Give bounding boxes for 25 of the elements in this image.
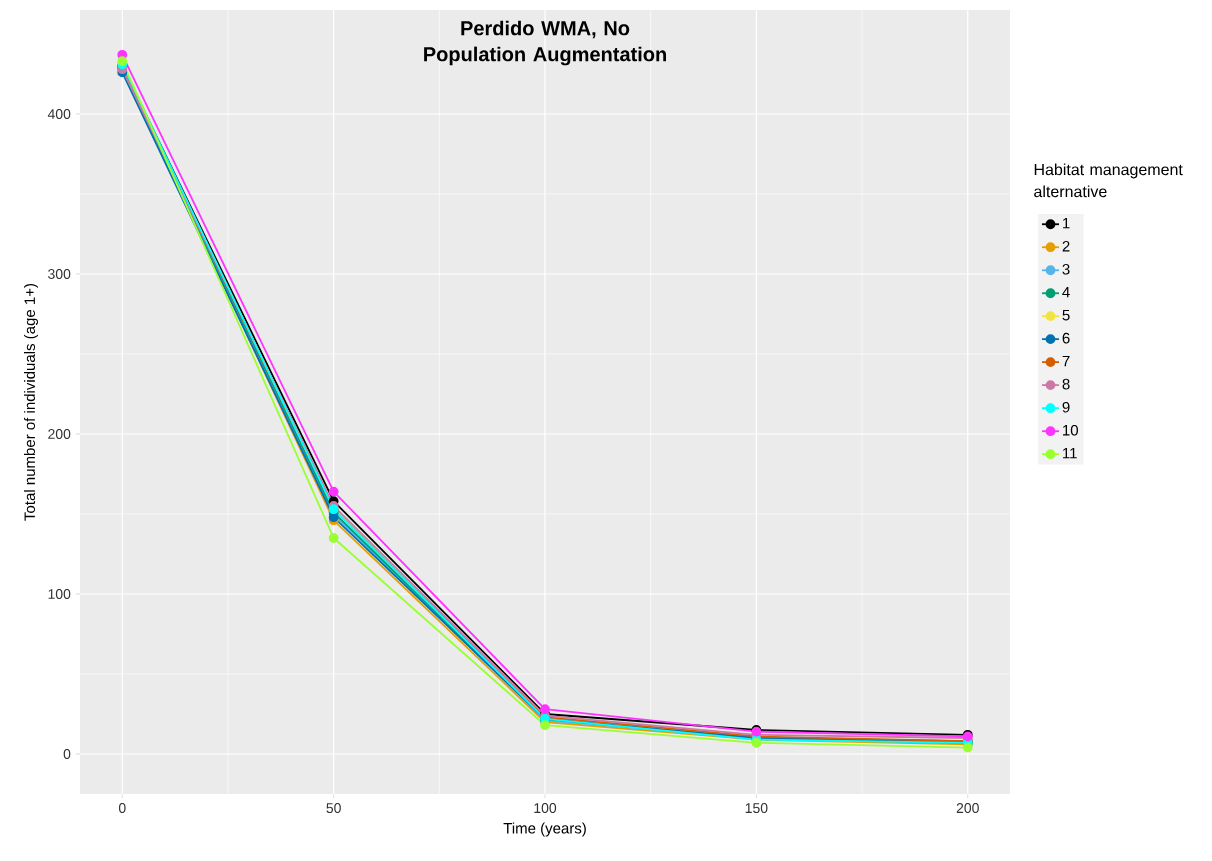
x-tick-label: 0 bbox=[118, 803, 126, 814]
legend-label: 10 bbox=[1063, 424, 1078, 436]
y-tick-label: 0 bbox=[63, 749, 71, 759]
legend-label: 2 bbox=[1062, 240, 1070, 252]
x-tick-label: 200 bbox=[956, 803, 979, 814]
x-axis-title: Time (years) bbox=[503, 822, 586, 837]
legend-label: 5 bbox=[1062, 309, 1070, 321]
y-axis-title: Total number of individuals (age 1+) bbox=[24, 283, 38, 521]
legend-label: 1 bbox=[1063, 218, 1070, 229]
x-tick-label: 100 bbox=[534, 803, 557, 814]
x-tick-label: 150 bbox=[745, 803, 768, 814]
legend-label: 4 bbox=[1062, 287, 1070, 298]
y-tick-label: 300 bbox=[48, 269, 71, 279]
legend-label: 6 bbox=[1062, 332, 1070, 344]
legend-label: 3 bbox=[1062, 263, 1070, 275]
legend-label: 11 bbox=[1063, 448, 1077, 459]
legend-label: 8 bbox=[1062, 378, 1070, 390]
legend-label: 7 bbox=[1062, 355, 1070, 367]
y-tick-label: 400 bbox=[47, 109, 71, 119]
legend-title: Habitat management alternative bbox=[1034, 163, 1183, 198]
legend-label: 9 bbox=[1062, 401, 1070, 413]
y-tick-label: 200 bbox=[48, 429, 71, 439]
text: Perdido WMA, No Population Augmentation bbox=[424, 20, 666, 66]
y-tick-label: 100 bbox=[48, 589, 71, 599]
x-tick-label: 50 bbox=[326, 803, 341, 814]
